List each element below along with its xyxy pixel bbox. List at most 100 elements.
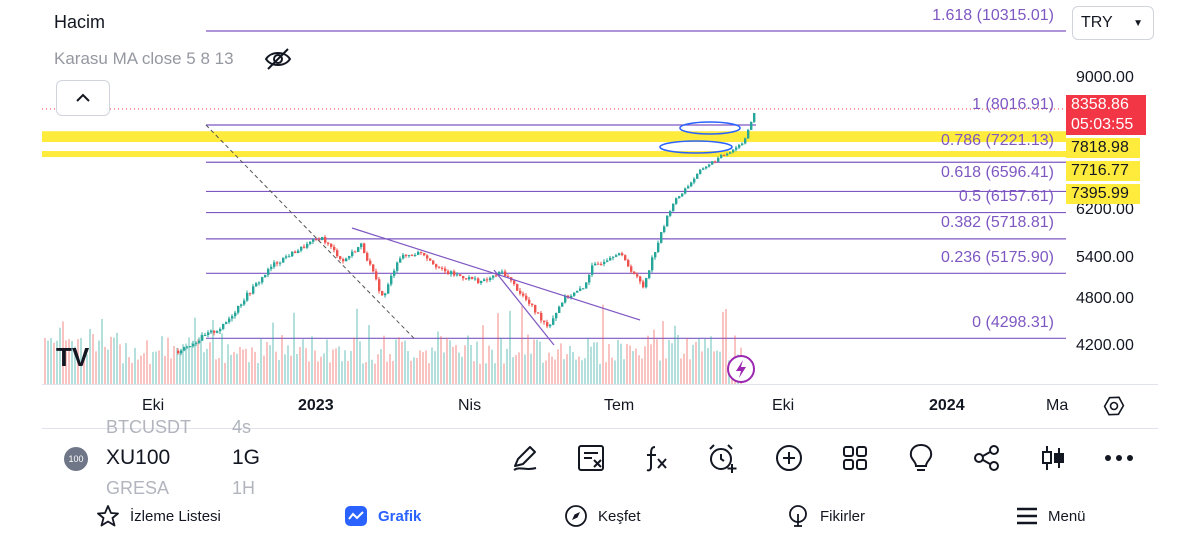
eye-hidden-icon[interactable] <box>264 47 292 71</box>
volume-bar <box>62 321 64 384</box>
nav-watchlist[interactable]: İzleme Listesi <box>96 500 221 532</box>
candle-body <box>273 262 276 267</box>
volume-bar <box>398 337 400 384</box>
volume-bar <box>329 362 331 384</box>
volume-bar <box>701 351 703 384</box>
candle-body <box>348 255 351 259</box>
next-interval-ghost[interactable]: 1H <box>232 478 256 498</box>
volume-bar <box>245 348 247 384</box>
indicators-button[interactable] <box>639 441 673 475</box>
candle-body <box>690 182 693 187</box>
candle-body <box>591 265 594 275</box>
volume-bar <box>284 354 286 384</box>
volume-bar <box>227 344 229 384</box>
volume-bar <box>683 353 685 384</box>
candle-body <box>414 254 417 256</box>
candle-body <box>315 239 318 241</box>
candle-body <box>738 144 741 148</box>
volume-bar <box>716 350 718 384</box>
volume-bar <box>182 344 184 384</box>
clear-drawings-button[interactable] <box>574 441 608 475</box>
candle-body <box>576 290 579 293</box>
volume-bar <box>107 349 109 384</box>
volume-bar <box>386 361 388 384</box>
candle-body <box>318 239 321 241</box>
candle-body <box>237 305 240 313</box>
nav-label: Keşfet <box>598 507 641 525</box>
candle-body <box>546 322 549 327</box>
volume-bar <box>365 362 367 384</box>
collapse-legend-button[interactable] <box>56 80 110 116</box>
nav-menu[interactable]: Menü <box>1016 500 1086 532</box>
volume-bar <box>167 337 169 384</box>
candle-body <box>438 267 441 269</box>
prev-symbol-ghost[interactable]: BTCUSDT <box>106 417 191 437</box>
symbol-selector[interactable]: XU100 <box>106 446 171 469</box>
interval-selector[interactable]: 1G <box>232 446 261 469</box>
chart-area[interactable]: TV Hacim Karasu MA close 5 8 13 TRY ▼ 90… <box>42 0 1158 428</box>
volume-bar <box>704 338 706 384</box>
candle-body <box>222 323 225 329</box>
candle-body <box>282 257 285 263</box>
volume-bar <box>68 339 70 384</box>
candle-body <box>201 335 204 341</box>
volume-bar <box>410 360 412 384</box>
candle-body <box>711 161 714 165</box>
candle-body <box>363 243 366 253</box>
volume-bar <box>479 363 481 384</box>
add-alert-button[interactable] <box>705 441 739 475</box>
highlight-band <box>42 131 1066 138</box>
next-symbol-ghost[interactable]: GRESA <box>106 478 170 498</box>
add-symbol-button[interactable] <box>772 441 806 475</box>
candle-body <box>426 255 429 259</box>
candle-body <box>429 258 432 261</box>
candle-body <box>483 279 486 282</box>
nav-explore[interactable]: Keşfet <box>564 500 641 532</box>
volume-bar <box>671 343 673 384</box>
highlight-price-tag: 7716.77 <box>1066 161 1140 181</box>
last-price-tag: 8358.86 <box>1066 95 1146 115</box>
currency-select[interactable]: TRY ▼ <box>1072 6 1154 40</box>
candle-body <box>321 237 324 241</box>
volume-bar <box>50 338 52 384</box>
candle-body <box>300 246 303 251</box>
candle-body <box>177 350 180 354</box>
volume-bar <box>215 359 217 384</box>
candle-body <box>396 262 399 271</box>
volume-bar <box>620 343 622 384</box>
time-axis-label: 2023 <box>298 397 334 414</box>
candle-body <box>456 274 459 276</box>
drawing-tool-button[interactable] <box>508 441 542 475</box>
volume-bar <box>149 363 151 384</box>
more-options-button[interactable] <box>1102 441 1136 475</box>
volume-bar <box>710 336 712 384</box>
volume-bar <box>593 342 595 384</box>
candle-body <box>648 270 651 279</box>
volume-bar <box>662 321 664 384</box>
volume-bar <box>521 306 523 384</box>
axis-settings-icon[interactable] <box>1102 394 1126 418</box>
time-axis[interactable]: Eki 2023 Nis Tem Eki 2024 Ma <box>42 384 1158 424</box>
share-button[interactable] <box>970 441 1004 475</box>
highlight-ellipse <box>659 140 733 154</box>
candle-body <box>612 256 615 258</box>
price-chart[interactable]: TV <box>42 0 1158 384</box>
nav-chart[interactable]: Grafik <box>344 500 421 532</box>
volume-bar <box>296 353 298 384</box>
volume-bar <box>389 354 391 384</box>
volume-bar <box>644 346 646 384</box>
volume-bar <box>362 363 364 384</box>
candle-body <box>234 312 237 317</box>
candle-body <box>693 178 696 183</box>
volume-bar <box>713 351 715 384</box>
volume-bar <box>554 359 556 384</box>
candle-body <box>543 320 546 323</box>
layout-button[interactable] <box>838 441 872 475</box>
candle-body <box>732 149 735 153</box>
candle-body <box>627 260 630 267</box>
chart-type-button[interactable] <box>1036 441 1070 475</box>
candle-body <box>645 278 648 288</box>
prev-interval-ghost[interactable]: 4s <box>232 417 252 437</box>
ideas-button[interactable] <box>904 441 938 475</box>
nav-ideas[interactable]: Fikirler <box>786 500 865 532</box>
